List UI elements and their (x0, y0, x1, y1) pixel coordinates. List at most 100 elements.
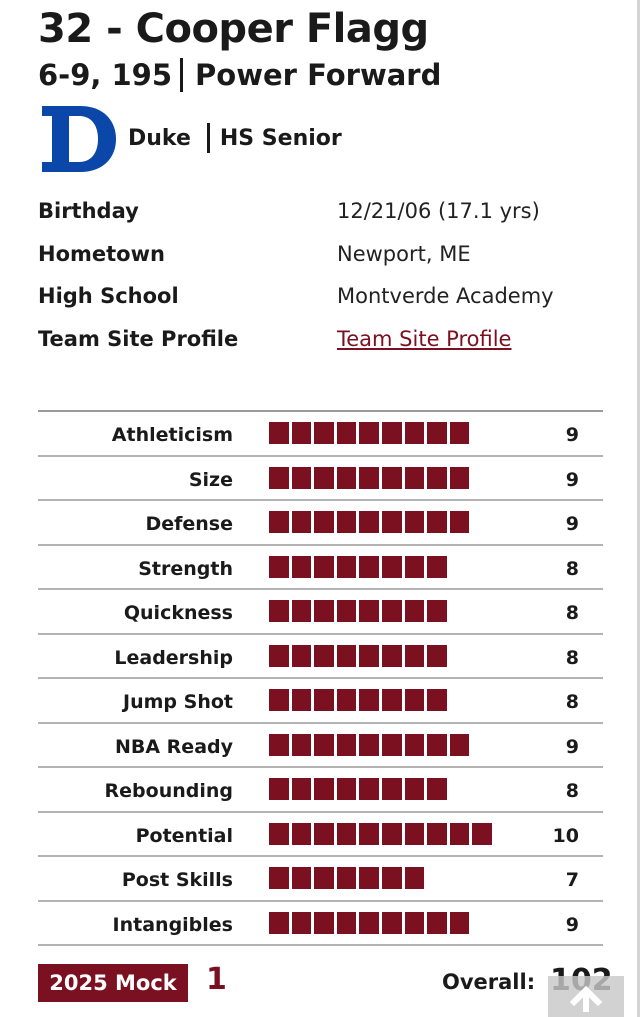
rating-bar-segment (269, 778, 289, 800)
arrow-up-icon (569, 985, 603, 1012)
rating-bar-segment (427, 733, 447, 756)
rating-label: Jump Shot (123, 691, 233, 713)
rating-bar-segment (269, 822, 289, 845)
rating-bar-segment (381, 822, 402, 845)
rating-bar-segment (314, 778, 334, 800)
rating-bar-segment (404, 511, 425, 533)
mock-value: 1 (206, 962, 227, 997)
rating-bar-segment (427, 466, 447, 489)
rating-bar-segment (314, 422, 334, 444)
rating-bar-segment (336, 911, 357, 934)
rating-bar-segment (336, 778, 357, 800)
rating-value: 10 (552, 824, 579, 847)
rating-bar-segment (404, 822, 425, 845)
rating-row-size: Size 9 (38, 457, 603, 501)
info-value: 12/21/06 (17.1 yrs) (337, 199, 540, 224)
rating-bar-segment (269, 733, 289, 756)
rating-row-potential: Potential 10 (38, 813, 603, 857)
rating-bar-segment (269, 689, 289, 711)
rating-bar (269, 555, 450, 578)
rating-bar-segment (359, 733, 379, 756)
rating-row-defense: Defense 9 (38, 501, 603, 546)
info-value: Team Site Profile (337, 327, 511, 351)
player-measurements: 6-9, 195 (38, 58, 173, 92)
rating-bar-segment (404, 689, 425, 711)
rating-bar-segment (291, 644, 312, 667)
rating-bar-segment (314, 911, 334, 934)
rating-bar-segment (359, 822, 379, 845)
rating-bar-segment (404, 778, 425, 800)
rating-bar-segment (291, 867, 312, 889)
rating-label: Leadership (114, 646, 233, 669)
rating-bar-segment (381, 733, 402, 756)
rating-label: Rebounding (104, 780, 233, 802)
rating-bar-segment (427, 689, 447, 711)
rating-label: Quickness (123, 602, 233, 624)
rating-bar-segment (381, 689, 402, 711)
rating-bar (269, 644, 450, 667)
player-position: Power Forward (195, 58, 442, 92)
rating-bar-segment (359, 644, 379, 667)
rating-bar-segment (291, 822, 312, 845)
rating-bar-segment (269, 600, 289, 622)
rating-bar-segment (472, 822, 492, 845)
rating-bar-segment (336, 600, 357, 622)
rating-bar-segment (381, 466, 402, 489)
rating-value: 9 (565, 913, 579, 936)
rating-bar-segment (427, 511, 447, 533)
rating-bar-segment (291, 555, 312, 578)
rating-row-strength: Strength 8 (38, 546, 603, 590)
rating-row-post-skills: Post Skills 7 (38, 857, 603, 902)
rating-label: Strength (138, 557, 233, 580)
rating-bar-segment (427, 822, 447, 845)
rating-bar-segment (359, 911, 379, 934)
info-row-hometown: Hometown Newport, ME (38, 233, 618, 276)
rating-bar-segment (314, 867, 334, 889)
rating-row-leadership: Leadership 8 (38, 635, 603, 679)
rating-bar-segment (336, 422, 357, 444)
rating-bar-segment (359, 422, 379, 444)
rating-bar-segment (359, 600, 379, 622)
info-label: Team Site Profile (38, 326, 239, 351)
rating-label: Post Skills (121, 869, 233, 891)
rating-row-athleticism: Athleticism 9 (38, 412, 603, 457)
rating-bar-segment (449, 511, 470, 533)
mock-badge: 2025 Mock (38, 964, 188, 1002)
rating-row-quickness: Quickness 8 (38, 590, 603, 635)
rating-row-jump-shot: Jump Shot 8 (38, 679, 603, 724)
player-subtitle: 6-9, 195 Power Forward (38, 58, 441, 92)
info-value: Newport, ME (337, 241, 471, 266)
info-row-high-school: High School Montverde Academy (38, 275, 618, 318)
rating-bar-segment (269, 867, 289, 889)
rating-bar-segment (269, 511, 289, 533)
duke-d-logo-icon (42, 106, 116, 172)
rating-bar-segment (404, 867, 425, 889)
rating-bar-segment (427, 644, 447, 667)
scroll-to-top-button[interactable] (548, 976, 624, 1017)
rating-bar-segment (314, 511, 334, 533)
rating-bar (269, 466, 472, 489)
rating-bar-segment (291, 689, 312, 711)
rating-bar-segment (359, 778, 379, 800)
rating-bar-segment (381, 511, 402, 533)
rating-bar-segment (427, 778, 447, 800)
rating-value: 8 (565, 602, 579, 624)
rating-bar (269, 689, 450, 711)
rating-value: 8 (565, 780, 579, 802)
rating-bar-segment (381, 600, 402, 622)
rating-bar (269, 867, 427, 889)
rating-bar (269, 911, 472, 934)
rating-bar-segment (314, 600, 334, 622)
rating-value: 8 (565, 691, 579, 713)
info-table: Birthday 12/21/06 (17.1 yrs) Hometown Ne… (38, 190, 618, 360)
rating-bar-segment (269, 422, 289, 444)
rating-bar-segment (314, 689, 334, 711)
team-site-profile-link[interactable]: Team Site Profile (337, 326, 512, 351)
rating-bar-segment (291, 600, 312, 622)
rating-bar-segment (427, 422, 447, 444)
rating-bar-segment (291, 733, 312, 756)
info-label: Hometown (38, 241, 165, 266)
rating-bar-segment (336, 822, 357, 845)
school-name: Duke (128, 125, 191, 151)
